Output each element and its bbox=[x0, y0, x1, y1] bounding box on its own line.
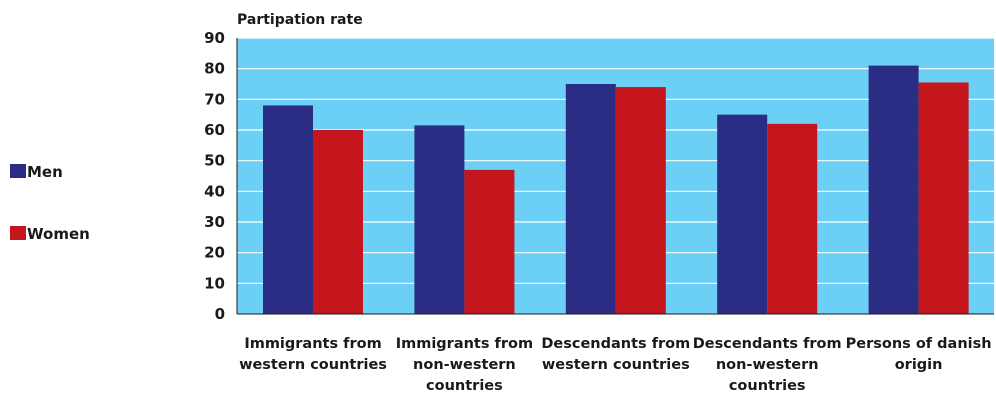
x-tick-label: countries bbox=[426, 378, 503, 394]
x-tick-label: Descendants from bbox=[693, 336, 842, 352]
y-tick-label: 10 bbox=[204, 274, 225, 292]
y-tick-label: 30 bbox=[204, 213, 225, 231]
bar-women bbox=[918, 82, 969, 314]
bars bbox=[263, 65, 969, 315]
bar-men bbox=[414, 125, 465, 315]
x-tick-label: countries bbox=[729, 378, 806, 394]
x-tick-label: non-western bbox=[716, 357, 819, 373]
bar-men bbox=[263, 105, 313, 314]
y-axis-ticks: 0 10 20 30 40 50 60 70 80 90 bbox=[204, 29, 225, 323]
y-tick-label: 60 bbox=[204, 121, 225, 139]
y-tick-label: 70 bbox=[204, 90, 225, 108]
x-tick-label: western countries bbox=[239, 357, 387, 373]
y-axis-title: Partipation rate bbox=[237, 12, 363, 28]
y-tick-label: 20 bbox=[204, 244, 225, 262]
bar-men bbox=[868, 65, 919, 314]
x-tick-label: origin bbox=[895, 357, 943, 373]
legend: Men Women bbox=[10, 163, 90, 243]
y-tick-label: 50 bbox=[204, 152, 225, 170]
bar-women bbox=[615, 87, 666, 314]
legend-label: Men bbox=[27, 163, 63, 181]
x-tick-label: western countries bbox=[542, 357, 690, 373]
bar-men bbox=[565, 84, 616, 314]
x-tick-label: Descendants from bbox=[541, 336, 690, 352]
x-axis-labels: Immigrants from western countries Immigran… bbox=[239, 336, 992, 394]
bar-women bbox=[767, 123, 818, 314]
legend-swatch bbox=[10, 226, 26, 240]
x-tick-label: Persons of danish bbox=[846, 336, 992, 352]
x-tick-label: non-western bbox=[413, 357, 516, 373]
legend-label: Women bbox=[27, 225, 90, 243]
bar-men bbox=[717, 114, 768, 315]
y-tick-label: 90 bbox=[204, 29, 225, 47]
y-tick-label: 0 bbox=[215, 305, 225, 323]
bar-women bbox=[464, 169, 515, 314]
legend-swatch bbox=[10, 164, 26, 178]
x-tick-label: Immigrants from bbox=[396, 336, 533, 352]
y-tick-label: 40 bbox=[204, 182, 225, 200]
y-tick-label: 80 bbox=[204, 60, 225, 78]
bar-women bbox=[313, 130, 363, 314]
x-tick-label: Immigrants from bbox=[244, 336, 381, 352]
